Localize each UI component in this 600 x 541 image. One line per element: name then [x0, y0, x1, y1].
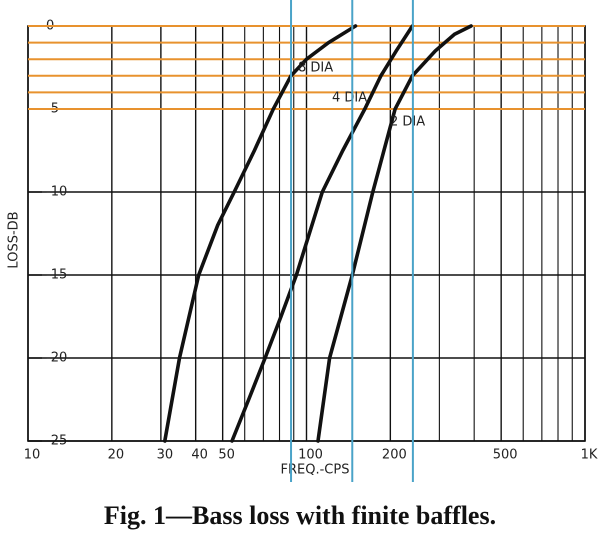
series-label: 4 DIA [332, 91, 367, 106]
x-tick-label: 20 [108, 448, 125, 463]
x-tick-label: 500 [493, 448, 518, 463]
x-tick-label: 30 [157, 448, 174, 463]
y-axis-label: LOSS-DB [7, 211, 22, 268]
y-tick-label: -20 [46, 351, 67, 366]
curve [163, 24, 358, 443]
series-label: 8 DIA [298, 61, 333, 76]
x-axis-label: FREQ.-CPS [281, 463, 350, 478]
x-tick-label: 50 [218, 448, 235, 463]
y-tick-label: -15 [46, 268, 67, 283]
y-tick-label: -10 [46, 185, 67, 200]
series-label: 2 DIA [390, 115, 425, 130]
x-tick-label: 1K [581, 448, 598, 463]
caption: Fig. 1—Bass loss with finite baffles. [104, 501, 496, 530]
x-tick-label: 200 [382, 448, 407, 463]
x-tick-label: 100 [298, 448, 323, 463]
x-tick-label: 10 [24, 448, 41, 463]
curve [316, 24, 473, 443]
x-tick-label: 40 [191, 448, 208, 463]
curve [230, 24, 415, 443]
